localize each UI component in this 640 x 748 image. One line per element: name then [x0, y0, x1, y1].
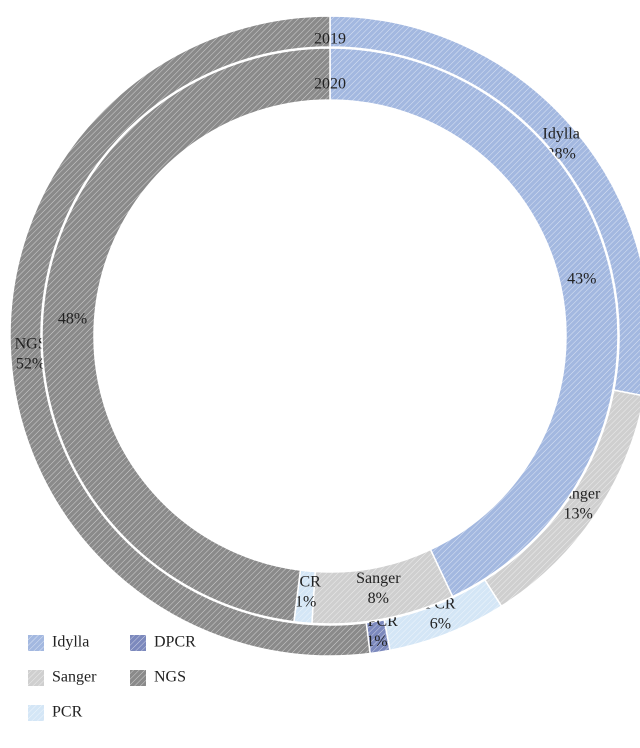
data-label: 43% — [567, 270, 596, 287]
series-label: 2019 — [314, 31, 346, 48]
slice-name: NGS — [15, 336, 47, 353]
data-label: 1% — [295, 594, 316, 611]
data-label: 13% — [563, 505, 592, 522]
legend-label: DPCR — [154, 634, 196, 651]
series-label: 2020 — [314, 76, 346, 93]
data-label: 1% — [366, 633, 387, 650]
legend-label: Sanger — [52, 669, 97, 686]
donut-slice — [9, 15, 371, 657]
legend-label: PCR — [52, 704, 83, 721]
legend-swatch — [28, 670, 44, 686]
donut-slice — [329, 47, 619, 598]
data-label: 48% — [58, 310, 87, 327]
legend-label: NGS — [154, 669, 186, 686]
legend-swatch — [28, 705, 44, 721]
legend-swatch — [130, 635, 146, 651]
data-label: 52% — [16, 356, 45, 373]
legend-swatch — [130, 670, 146, 686]
donut-slice — [329, 15, 640, 396]
legend-label: Idylla — [52, 634, 89, 651]
slice-name: Idylla — [542, 125, 579, 142]
donut-slice — [41, 47, 331, 623]
data-label: 8% — [368, 590, 389, 607]
slice-name: Sanger — [356, 570, 401, 587]
data-label: 6% — [430, 616, 451, 633]
legend-swatch — [28, 635, 44, 651]
